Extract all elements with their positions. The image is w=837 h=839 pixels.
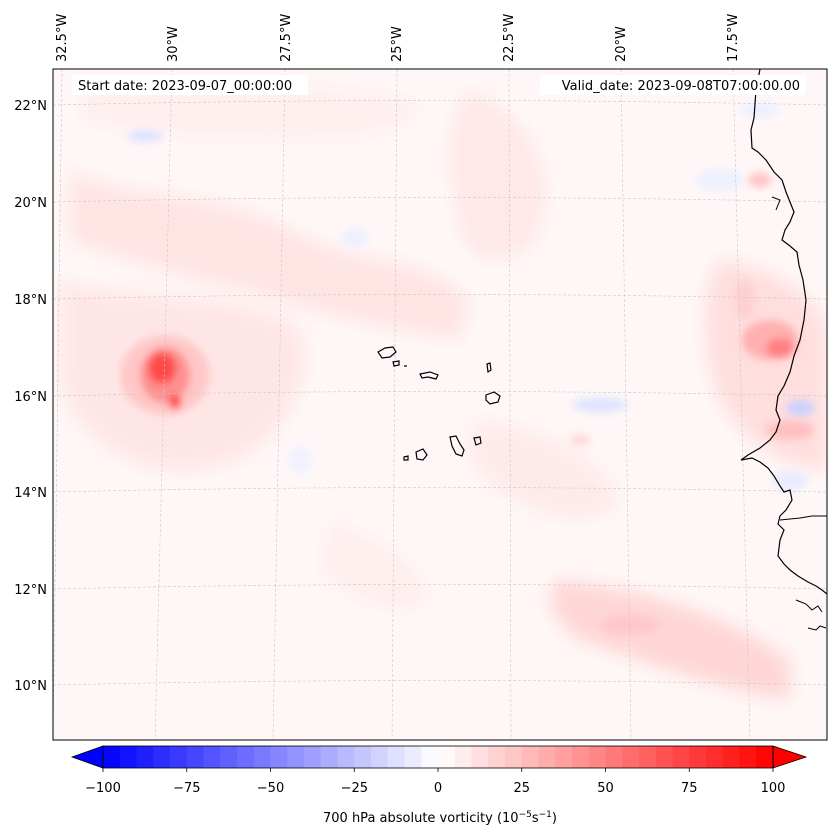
colorbar-tick-label: 0: [434, 781, 442, 796]
coast-detail: [771, 196, 827, 631]
lat-label: 12°N: [14, 583, 47, 598]
colorbar-swatch: [119, 746, 137, 768]
africa-coastline: [740, 69, 827, 595]
colorbar-swatch: [722, 746, 740, 768]
colorbar-swatch: [320, 746, 338, 768]
colorbar-swatch: [605, 746, 623, 768]
lon-label: 30°W: [166, 26, 181, 62]
island-santo-antao: [377, 346, 397, 359]
colorbar-swatch: [706, 746, 724, 768]
island-sal: [486, 362, 492, 374]
map-area: [53, 69, 827, 740]
colorbar-swatch: [438, 746, 456, 768]
gridlines: [53, 69, 827, 740]
lon-label: 25°W: [390, 26, 405, 62]
colorbar-max-extend: [772, 745, 808, 769]
colorbar-tick-label: −25: [341, 781, 368, 796]
island-sao-vicente: [392, 360, 400, 367]
colorbar-tick-label: −75: [173, 781, 200, 796]
lat-label: 10°N: [14, 679, 47, 694]
colorbar-swatch: [354, 746, 372, 768]
lon-label: 22.5°W: [502, 14, 517, 62]
island-brava: [403, 455, 409, 461]
colorbar-min-extend: [70, 745, 104, 769]
valid-date: Valid_date: 2023-09-08T07:00:00.00: [562, 79, 800, 94]
colorbar-swatch: [170, 746, 188, 768]
vorticity-field-light: [60, 83, 827, 700]
colorbar-swatch: [505, 746, 523, 768]
colorbar-swatch: [572, 746, 590, 768]
colorbar-swatch: [371, 746, 389, 768]
lon-label: 32.5°W: [55, 14, 70, 62]
valid-date-box: [540, 75, 806, 95]
colorbar-swatch: [186, 746, 204, 768]
island-fogo: [415, 448, 428, 461]
colorbar-swatch: [220, 746, 238, 768]
colorbar-swatch: [270, 746, 288, 768]
island-boa-vista: [485, 391, 501, 405]
colorbar-tick-label: 50: [597, 781, 614, 796]
cape-verde-islands: [377, 346, 501, 461]
colorbar-swatch: [203, 746, 221, 768]
colorbar-title: 700 hPa absolute vorticity (10−5s−1): [323, 810, 557, 826]
lon-label: 17.5°W: [726, 14, 741, 62]
colorbar-swatches: [103, 746, 774, 768]
colorbar-swatch: [655, 746, 673, 768]
colorbar-swatch: [689, 746, 707, 768]
start-date-box: [72, 75, 308, 95]
lon-label: 27.5°W: [279, 14, 294, 62]
start-date: Start date: 2023-09-07_00:00:00: [78, 79, 292, 94]
colorbar-swatch: [136, 746, 154, 768]
colorbar-swatch: [471, 746, 489, 768]
lat-label: 22°N: [14, 99, 47, 114]
colorbar-swatch: [739, 746, 757, 768]
colorbar-tick-label: 75: [681, 781, 698, 796]
colorbar-swatch: [153, 746, 171, 768]
colorbar-swatch: [454, 746, 472, 768]
colorbar-tick-label: −100: [85, 781, 121, 796]
latitude-labels: 22°N 20°N 18°N 16°N 14°N 12°N 10°N: [14, 99, 47, 694]
colorbar-swatch: [103, 746, 121, 768]
colorbar-swatch: [588, 746, 606, 768]
vorticity-field-strong: [120, 172, 814, 635]
map-frame: [52, 68, 828, 741]
colorbar-swatch: [521, 746, 539, 768]
colorbar-swatch: [639, 746, 657, 768]
colorbar-swatch: [237, 746, 255, 768]
colorbar-swatch: [337, 746, 355, 768]
longitude-labels: 32.5°W 30°W 27.5°W 25°W 22.5°W 20°W 17.5…: [55, 14, 741, 62]
island-maio: [473, 436, 482, 446]
island-sao-nicolau: [419, 371, 439, 380]
lat-label: 16°N: [14, 390, 47, 405]
lat-label: 14°N: [14, 486, 47, 501]
colorbar-swatch: [387, 746, 405, 768]
lat-label: 20°N: [14, 196, 47, 211]
colorbar-tick-label: 100: [761, 781, 786, 796]
colorbar-swatch: [253, 746, 271, 768]
colorbar-swatch: [304, 746, 322, 768]
lon-label: 20°W: [614, 26, 629, 62]
colorbar-ticks: −100 −75 −50 −25 0 25 50 75 100: [85, 781, 785, 796]
colorbar-swatch: [404, 746, 422, 768]
colorbar-swatch: [538, 746, 556, 768]
colorbar-swatch: [287, 746, 305, 768]
colorbar-swatch: [672, 746, 690, 768]
vorticity-field-negative: [127, 102, 814, 490]
colorbar-tick-label: −50: [257, 781, 284, 796]
colorbar: −100 −75 −50 −25 0 25 50 75 100 700 hPa …: [70, 745, 808, 826]
island-santiago: [449, 435, 465, 457]
colorbar-tickmarks: [102, 768, 774, 772]
colorbar-tick-label: 25: [514, 781, 531, 796]
colorbar-swatch: [555, 746, 573, 768]
colorbar-swatch: [622, 746, 640, 768]
colorbar-swatch: [421, 746, 439, 768]
lat-label: 18°N: [14, 293, 47, 308]
colorbar-swatch: [488, 746, 506, 768]
colorbar-swatch: [756, 746, 774, 768]
